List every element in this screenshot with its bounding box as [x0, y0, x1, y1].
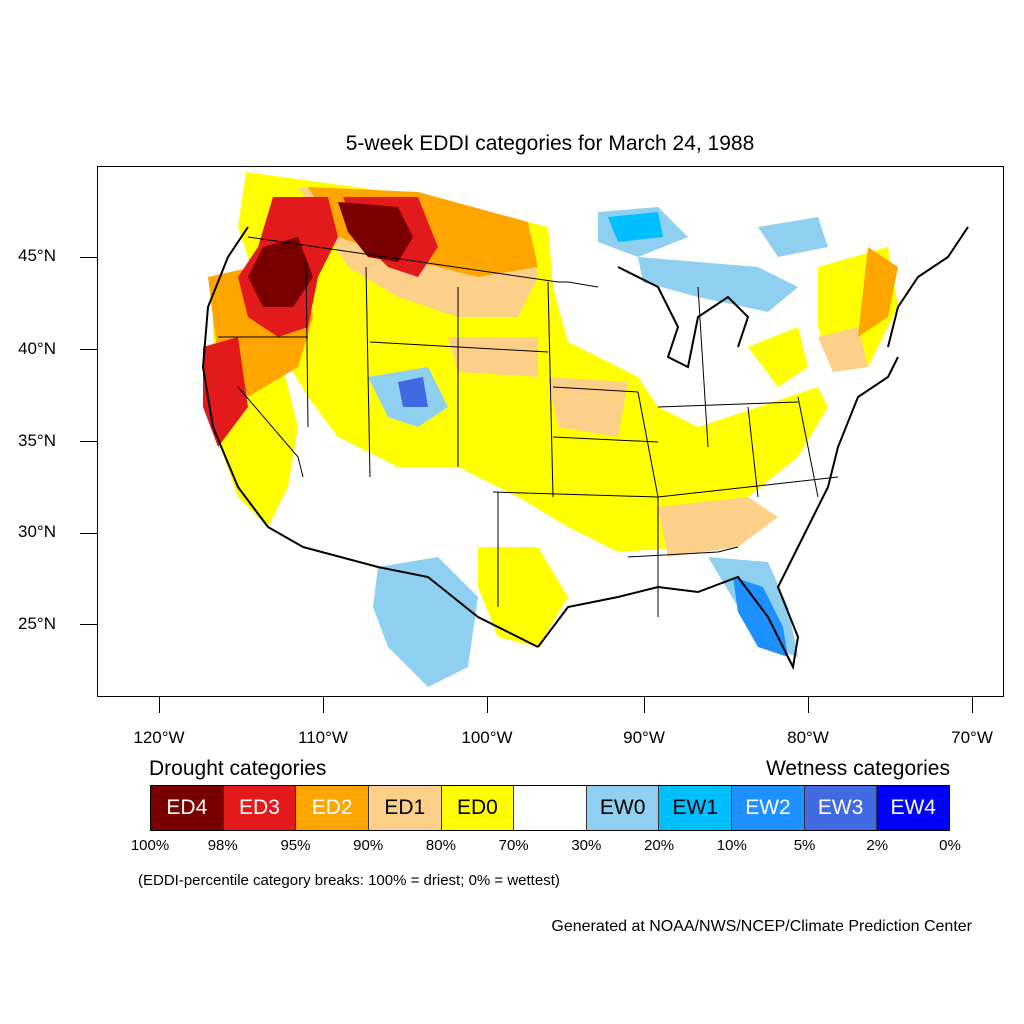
category-legend-bar: ED4 ED3 ED2 ED1 ED0 EW0 EW1 EW2 EW3 EW4 — [150, 785, 950, 831]
lon-label-110w: 110°W — [298, 728, 348, 747]
category-break-note: (EDDI-percentile category breaks: 100% =… — [138, 872, 560, 889]
legend-swatch-ew4: EW4 — [877, 786, 950, 830]
coastlines — [201, 226, 969, 671]
eddi-category-fields — [203, 172, 898, 687]
break-label: 90% — [353, 837, 384, 854]
legend-swatch-ed2: ED2 — [296, 786, 369, 830]
lon-label-120w: 120°W — [133, 728, 185, 747]
lat-label-25: 25°N — [18, 614, 56, 633]
lon-tick — [323, 697, 324, 713]
drought-categories-heading: Drought categories — [149, 757, 327, 780]
lon-label-70w: 70°W — [951, 728, 993, 747]
legend-swatch-ed3: ED3 — [223, 786, 297, 830]
break-label: 0% — [939, 837, 961, 854]
lon-tick — [159, 697, 160, 713]
break-label: 10% — [716, 837, 747, 854]
lat-tick — [80, 349, 97, 350]
lat-tick — [80, 533, 97, 534]
lat-tick — [80, 441, 97, 442]
lat-label-45: 45°N — [18, 246, 56, 265]
lon-tick — [644, 697, 645, 713]
break-label: 70% — [498, 837, 529, 854]
eddi-map — [97, 166, 1004, 697]
legend-swatch-ew1: EW1 — [659, 786, 733, 830]
legend-swatch-ed0: ED0 — [441, 786, 515, 830]
break-label: 2% — [866, 837, 889, 854]
lon-label-90w: 90°W — [623, 728, 665, 747]
lat-label-35: 35°N — [18, 431, 56, 450]
credit-line: Generated at NOAA/NWS/NCEP/Climate Predi… — [551, 918, 972, 935]
break-label: 20% — [644, 837, 675, 854]
map-title: 5-week EDDI categories for March 24, 198… — [345, 132, 755, 155]
map-canvas — [201, 172, 969, 687]
break-label: 80% — [425, 837, 456, 854]
break-label: 98% — [207, 837, 238, 854]
legend-swatch-neutral — [514, 786, 587, 830]
lon-tick — [487, 697, 488, 713]
legend-swatch-ed4: ED4 — [151, 786, 224, 830]
break-label: 30% — [571, 837, 602, 854]
legend-swatch-ed1: ED1 — [368, 786, 442, 830]
legend-swatch-ew2: EW2 — [732, 786, 805, 830]
break-label: 95% — [280, 837, 311, 854]
legend-swatch-ew3: EW3 — [804, 786, 878, 830]
lon-tick — [972, 697, 973, 713]
lon-label-80w: 80°W — [787, 728, 829, 747]
lat-label-40: 40°N — [18, 339, 56, 358]
break-label: 100% — [130, 837, 170, 854]
legend-swatch-ew0: EW0 — [586, 786, 660, 830]
lat-tick — [80, 624, 97, 625]
break-label: 5% — [793, 837, 816, 854]
wetness-categories-heading: Wetness categories — [765, 757, 950, 780]
lon-label-100w: 100°W — [461, 728, 513, 747]
boundary-lines — [218, 236, 839, 617]
lon-tick — [808, 697, 809, 713]
lat-label-30: 30°N — [18, 522, 56, 541]
lat-tick — [80, 257, 97, 258]
